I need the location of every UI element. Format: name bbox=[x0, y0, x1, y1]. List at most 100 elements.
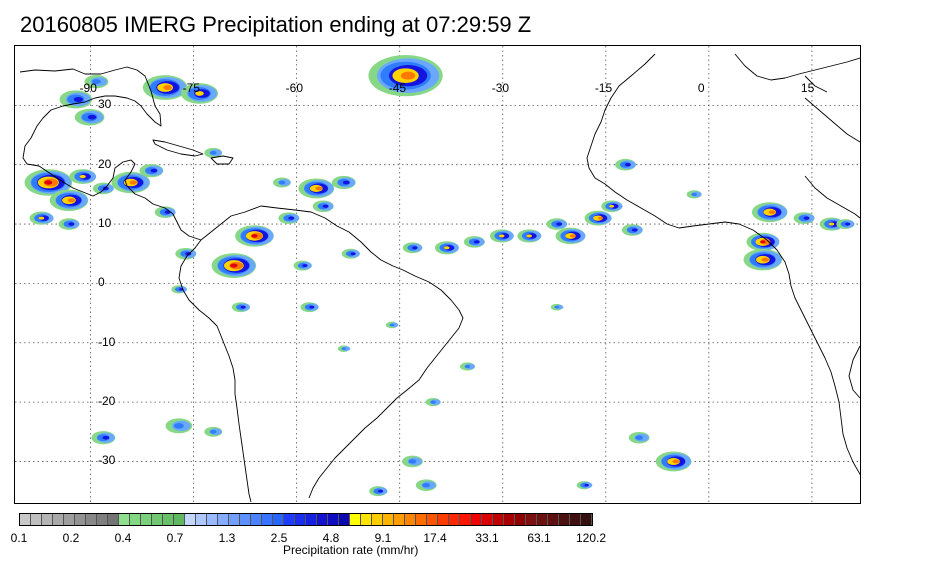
colorbar-swatch bbox=[559, 514, 570, 525]
precip-cell bbox=[415, 479, 437, 491]
colorbar-swatch bbox=[240, 514, 251, 525]
precip-cell bbox=[49, 189, 89, 212]
precip-contour bbox=[251, 234, 258, 238]
precip-cell bbox=[29, 211, 54, 225]
precip-contour bbox=[230, 263, 238, 268]
precip-cell bbox=[459, 362, 476, 371]
longitude-tick-label: -45 bbox=[388, 81, 407, 95]
precip-contour bbox=[556, 222, 563, 226]
precip-cell bbox=[139, 164, 164, 178]
precip-cell bbox=[628, 431, 650, 444]
precip-cell bbox=[743, 248, 783, 271]
colorbar-swatch bbox=[20, 514, 31, 525]
precip-cell bbox=[331, 175, 356, 190]
precip-contour bbox=[597, 216, 604, 220]
colorbar-tick-label: 63.1 bbox=[527, 531, 551, 545]
precip-cell bbox=[517, 229, 542, 243]
precip-contour bbox=[91, 79, 101, 85]
colorbar-swatch bbox=[339, 514, 350, 525]
colorbar-swatch bbox=[262, 514, 273, 525]
hispaniola-coast bbox=[210, 155, 234, 165]
colorbar-swatch bbox=[86, 514, 97, 525]
precip-cell bbox=[550, 303, 564, 311]
precip-cell bbox=[69, 169, 97, 184]
precip-contour bbox=[38, 216, 45, 220]
red-sea-coast bbox=[804, 175, 860, 219]
precip-cell bbox=[385, 321, 399, 329]
precip-cell bbox=[621, 224, 643, 236]
colorbar-swatch bbox=[383, 514, 394, 525]
precip-contour bbox=[412, 246, 418, 250]
colorbar-swatch bbox=[53, 514, 64, 525]
precip-cell bbox=[746, 232, 780, 251]
precip-cell bbox=[111, 171, 151, 194]
precip-cell bbox=[312, 200, 334, 213]
precip-contour bbox=[129, 180, 138, 185]
precip-cell bbox=[434, 241, 459, 255]
colorbar-swatch bbox=[570, 514, 581, 525]
precip-contour bbox=[342, 180, 350, 185]
map-title: 20160805 IMERG Precipitation ending at 0… bbox=[20, 12, 532, 37]
precip-contour bbox=[635, 435, 644, 440]
colorbar-swatch bbox=[427, 514, 438, 525]
precip-cell bbox=[175, 247, 197, 260]
precip-contour bbox=[631, 228, 638, 232]
precip-contour bbox=[408, 459, 417, 464]
south-america-coast bbox=[178, 205, 464, 503]
precip-cell bbox=[58, 218, 80, 230]
precip-contour bbox=[389, 323, 395, 327]
colorbar-swatch bbox=[196, 514, 207, 525]
arabia-coast bbox=[804, 97, 860, 143]
madagascar-coast bbox=[848, 345, 860, 399]
precip-contour bbox=[350, 252, 356, 256]
precip-cell bbox=[368, 55, 443, 97]
precip-contour bbox=[315, 186, 323, 191]
colorbar-tick-label: 1.3 bbox=[218, 531, 236, 545]
precip-cell bbox=[180, 83, 219, 104]
precip-contour bbox=[73, 96, 83, 103]
precip-contour bbox=[87, 114, 97, 120]
precip-contour bbox=[400, 71, 416, 80]
graticule bbox=[15, 46, 860, 503]
colorbar-swatch bbox=[218, 514, 229, 525]
colorbar-swatch bbox=[515, 514, 526, 525]
precip-cell bbox=[793, 212, 815, 224]
precip-cell bbox=[836, 219, 855, 230]
precip-contour bbox=[845, 222, 851, 226]
precip-contour bbox=[444, 246, 450, 250]
cuba-coast bbox=[152, 139, 204, 157]
colorbar-swatch bbox=[537, 514, 548, 525]
colorbar-swatch bbox=[405, 514, 416, 525]
longitude-tick-label: -75 bbox=[182, 81, 200, 95]
colorbar-swatch bbox=[64, 514, 75, 525]
precip-cell bbox=[204, 147, 223, 158]
colorbar-swatch bbox=[460, 514, 471, 525]
longitude-tick-label: -30 bbox=[491, 81, 510, 95]
precip-contour bbox=[209, 150, 217, 155]
precip-cell bbox=[142, 75, 188, 100]
longitude-tick-label: 15 bbox=[800, 81, 815, 95]
colorbar-swatch bbox=[108, 514, 119, 525]
latitude-tick-label: 10 bbox=[98, 216, 112, 231]
precip-contour bbox=[288, 216, 295, 220]
colorbar-swatch bbox=[504, 514, 515, 525]
longitude-tick-label: 0 bbox=[697, 81, 705, 95]
colorbar-swatch bbox=[273, 514, 284, 525]
colorbar-tick-label: 2.5 bbox=[270, 531, 288, 545]
latitude-tick-label: 0 bbox=[98, 275, 105, 290]
precip-cell bbox=[154, 206, 176, 218]
colorbar-tick-label: 120.2 bbox=[575, 531, 607, 545]
precip-cell bbox=[576, 481, 593, 490]
colorbar-swatch bbox=[229, 514, 240, 525]
precip-contour bbox=[209, 429, 217, 434]
precip-cell bbox=[278, 212, 300, 224]
precip-contour bbox=[584, 483, 589, 487]
precip-contour bbox=[173, 423, 184, 429]
precip-contour bbox=[768, 210, 776, 215]
longitude-tick-label: -90 bbox=[79, 81, 97, 95]
precip-cell bbox=[298, 178, 335, 199]
precip-contour bbox=[760, 240, 766, 244]
precip-contour bbox=[302, 264, 308, 268]
colorbar-swatch bbox=[394, 514, 405, 525]
precip-cell bbox=[211, 253, 257, 278]
